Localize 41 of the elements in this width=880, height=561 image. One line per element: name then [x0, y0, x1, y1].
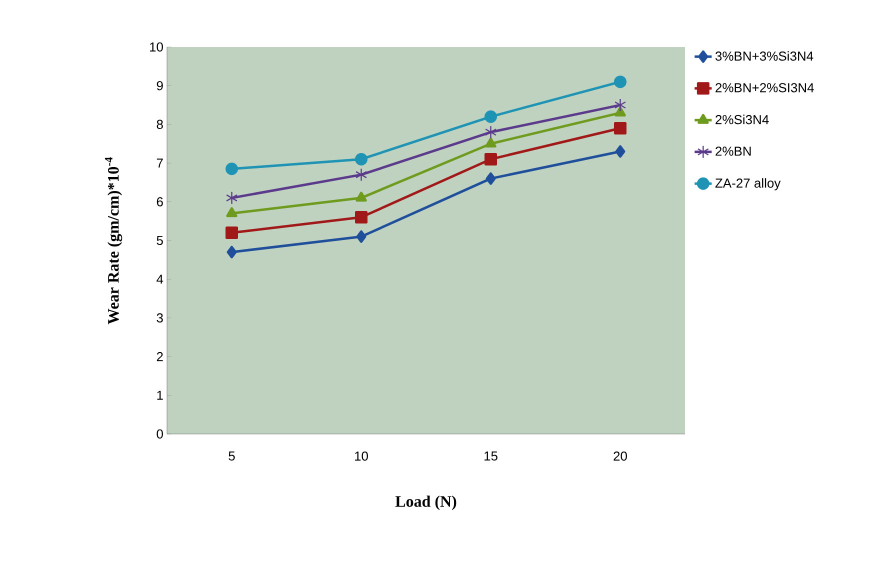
y-tick-label: 7	[156, 158, 163, 168]
y-tick-label: 9	[156, 81, 163, 90]
y-tick-label: 2	[156, 352, 163, 362]
legend-label: 3%BN+3%Si3N4	[715, 51, 814, 61]
point	[484, 126, 497, 139]
point	[355, 211, 368, 224]
point	[615, 145, 626, 158]
point	[485, 137, 496, 148]
y-tick-label: 6	[156, 197, 163, 206]
point	[226, 246, 237, 258]
y-axis-title: Wear Rate (gm/cm)*10$^{-4}$	[104, 157, 122, 324]
point	[356, 192, 367, 202]
x-tick-label: 20	[614, 452, 627, 461]
point	[226, 226, 238, 239]
y-tick-label: 10	[150, 42, 163, 52]
y-tick-label: 4	[156, 274, 164, 284]
x-tick-label: 10	[355, 452, 368, 461]
point	[484, 110, 498, 123]
point	[226, 162, 238, 176]
point	[614, 122, 627, 135]
point	[356, 230, 366, 243]
y-tick-label: 1	[157, 390, 163, 400]
point	[484, 152, 498, 166]
x-axis-title: Load (N)	[395, 496, 456, 510]
legend-label: 2%BN	[716, 146, 751, 156]
point	[486, 172, 496, 185]
legend-label: 2%Si3N4	[716, 114, 769, 124]
point	[226, 207, 238, 218]
y-tick-label: 0	[156, 429, 163, 439]
point	[226, 191, 238, 205]
point	[355, 168, 368, 182]
point	[614, 76, 627, 88]
y-tick-label: 8	[156, 120, 163, 129]
y-tick-label: 5	[156, 236, 163, 246]
y-tick-label: 3	[156, 313, 163, 322]
point	[355, 152, 368, 166]
x-tick-label: 15	[484, 452, 498, 461]
point	[614, 98, 626, 112]
legend-label: 2%BN+2%SI3N4	[716, 83, 814, 92]
x-tick-label: 5	[228, 452, 235, 461]
legend-label: ZA-27 alloy	[715, 178, 781, 190]
